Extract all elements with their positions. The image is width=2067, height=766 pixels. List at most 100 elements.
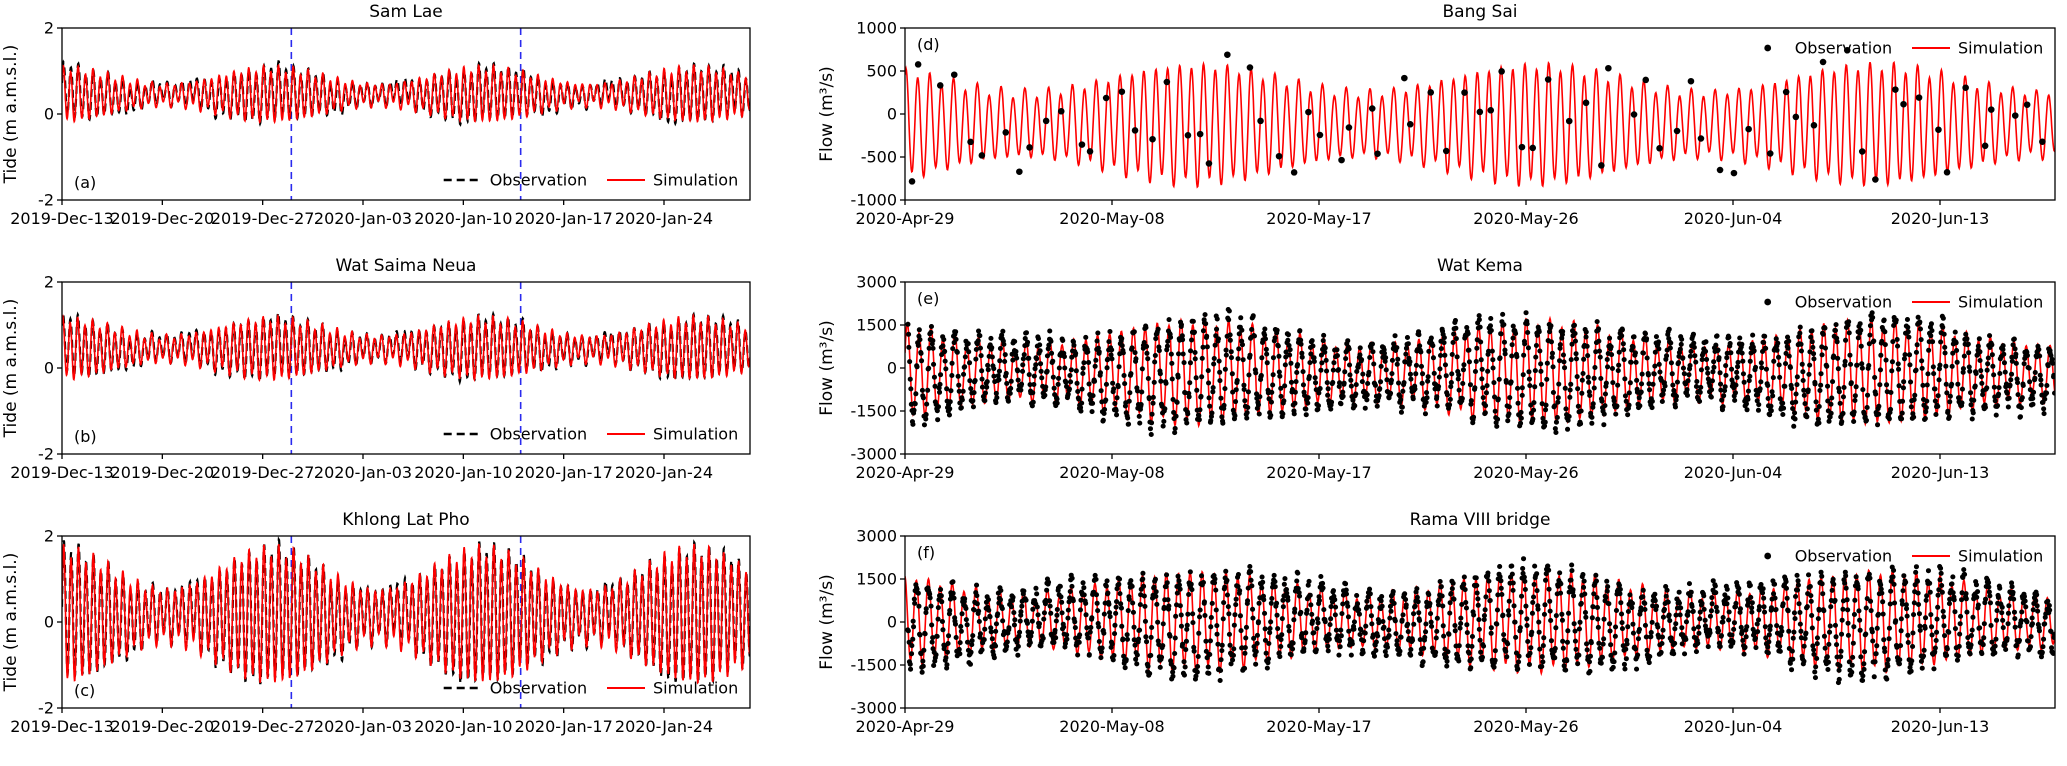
observation-scatter: [905, 307, 2055, 437]
chart-title: Rama VIII bridge: [1410, 510, 1551, 530]
panel-label: (e): [917, 289, 939, 308]
x-tick-label: 2019-Dec-27: [211, 463, 315, 482]
legend: Observation Simulation: [443, 425, 738, 444]
simulation-series: [905, 60, 2055, 189]
x-tick-label: 2020-Jan-03: [314, 717, 412, 736]
panel-label: (b): [74, 427, 97, 446]
legend: Observation Simulation: [443, 171, 738, 190]
observation-scatter: [908, 47, 2046, 185]
x-tick-label: 2020-Apr-29: [856, 463, 955, 482]
x-tick-label: 2019-Dec-20: [111, 209, 215, 228]
panel-label: (a): [74, 173, 96, 192]
chart-panel-sam-lae: 2019-Dec-13 2019-Dec-20 2019-Dec-27 2020-Ja…: [0, 0, 810, 254]
chart-canvas-d: 2020-Apr-29 2020-May-08 2020-May-17 2020-Ma…: [817, 2, 2056, 228]
y-tick-label: -1500: [851, 402, 898, 421]
x-tick-label: 2020-May-08: [1059, 209, 1164, 228]
chart-title: Khlong Lat Pho: [342, 510, 469, 530]
simulation-series: [62, 312, 750, 383]
y-axis-label: Flow (m³/s): [817, 574, 837, 669]
x-tick-label: 2020-Jan-10: [414, 209, 512, 228]
y-tick-label: -1500: [851, 656, 898, 675]
legend-observation-marker: [1764, 44, 1772, 52]
y-tick-label: 0: [887, 105, 897, 124]
x-tick-label: 2020-Jun-04: [1684, 209, 1783, 228]
legend-observation-label: Observation: [490, 425, 587, 444]
x-tick-label: 2020-Apr-29: [856, 209, 955, 228]
legend: Observation Simulation: [1764, 39, 2043, 58]
observation-scatter: [905, 556, 2055, 686]
x-tick-label: 2020-May-17: [1266, 209, 1371, 228]
x-tick-label: 2019-Dec-20: [111, 717, 215, 736]
y-axis-label: Flow (m³/s): [817, 66, 837, 161]
panel-label: (f): [917, 543, 935, 562]
x-tick-label: 2020-May-26: [1473, 717, 1578, 736]
x-tick-label: 2020-Jan-17: [515, 463, 613, 482]
legend-simulation-label: Simulation: [1958, 293, 2043, 312]
x-tick-label: 2020-Apr-29: [856, 717, 955, 736]
legend-observation-label: Observation: [1795, 293, 1892, 312]
y-tick-label: 500: [866, 62, 897, 81]
y-tick-label: 2: [44, 19, 54, 38]
chart-title: Bang Sai: [1443, 2, 1518, 22]
x-tick-label: 2020-May-08: [1059, 463, 1164, 482]
legend-simulation-label: Simulation: [653, 171, 738, 190]
y-tick-label: 0: [44, 105, 54, 124]
legend-observation-label: Observation: [1795, 39, 1892, 58]
x-tick-label: 2019-Dec-13: [10, 209, 114, 228]
chart-canvas-e: 2020-Apr-29 2020-May-08 2020-May-17 2020-Ma…: [817, 256, 2056, 482]
panel-label: (c): [74, 681, 95, 700]
y-tick-label: 3000: [856, 527, 897, 546]
y-tick-label: 0: [887, 613, 897, 632]
legend: Observation Simulation: [443, 679, 738, 698]
x-tick-label: 2020-Jun-13: [1891, 209, 1990, 228]
x-tick-label: 2020-Jan-24: [615, 209, 713, 228]
x-tick-label: 2020-Jan-24: [615, 463, 713, 482]
x-tick-label: 2020-Jan-24: [615, 717, 713, 736]
chart-panel-wat-saima-neua: 2019-Dec-13 2019-Dec-20 2019-Dec-27 2020-Ja…: [0, 254, 810, 508]
y-tick-label: 0: [44, 613, 54, 632]
legend-simulation-label: Simulation: [1958, 547, 2043, 566]
x-tick-label: 2020-May-17: [1266, 717, 1371, 736]
chart-title: Wat Saima Neua: [336, 256, 477, 276]
legend: Observation Simulation: [1764, 293, 2043, 312]
x-tick-label: 2020-May-26: [1473, 209, 1578, 228]
x-tick-label: 2020-May-26: [1473, 463, 1578, 482]
legend-observation-label: Observation: [490, 171, 587, 190]
x-tick-label: 2020-Jun-04: [1684, 717, 1783, 736]
legend-observation-marker: [1764, 552, 1772, 560]
x-tick-label: 2020-May-17: [1266, 463, 1371, 482]
y-axis-label: Flow (m³/s): [817, 320, 837, 415]
x-tick-label: 2020-Jun-13: [1891, 717, 1990, 736]
y-axis-label: Tide (m a.m.s.l.): [1, 553, 21, 693]
y-tick-label: 1500: [856, 316, 897, 335]
y-tick-label: -3000: [851, 699, 898, 718]
chart-title: Sam Lae: [369, 2, 443, 22]
y-tick-label: -2: [38, 191, 54, 210]
y-tick-label: 0: [887, 359, 897, 378]
legend-simulation-label: Simulation: [653, 679, 738, 698]
y-tick-label: 1000: [856, 19, 897, 38]
y-tick-label: -1000: [851, 191, 898, 210]
x-tick-label: 2020-May-08: [1059, 717, 1164, 736]
chart-canvas-f: 2020-Apr-29 2020-May-08 2020-May-17 2020-Ma…: [817, 510, 2056, 736]
legend-observation-label: Observation: [490, 679, 587, 698]
y-tick-label: -3000: [851, 445, 898, 464]
x-tick-label: 2020-Jun-13: [1891, 463, 1990, 482]
y-tick-label: -2: [38, 699, 54, 718]
y-tick-label: 0: [44, 359, 54, 378]
y-axis-label: Tide (m a.m.s.l.): [1, 45, 21, 185]
y-tick-label: 2: [44, 527, 54, 546]
y-tick-label: 1500: [856, 570, 897, 589]
chart-title: Wat Kema: [1437, 256, 1523, 276]
x-tick-label: 2019-Dec-13: [10, 717, 114, 736]
y-tick-label: 3000: [856, 273, 897, 292]
y-tick-label: -500: [861, 148, 897, 167]
y-tick-label: 2: [44, 273, 54, 292]
x-tick-label: 2019-Dec-27: [211, 209, 315, 228]
x-tick-label: 2020-Jan-17: [515, 717, 613, 736]
legend-simulation-label: Simulation: [1958, 39, 2043, 58]
